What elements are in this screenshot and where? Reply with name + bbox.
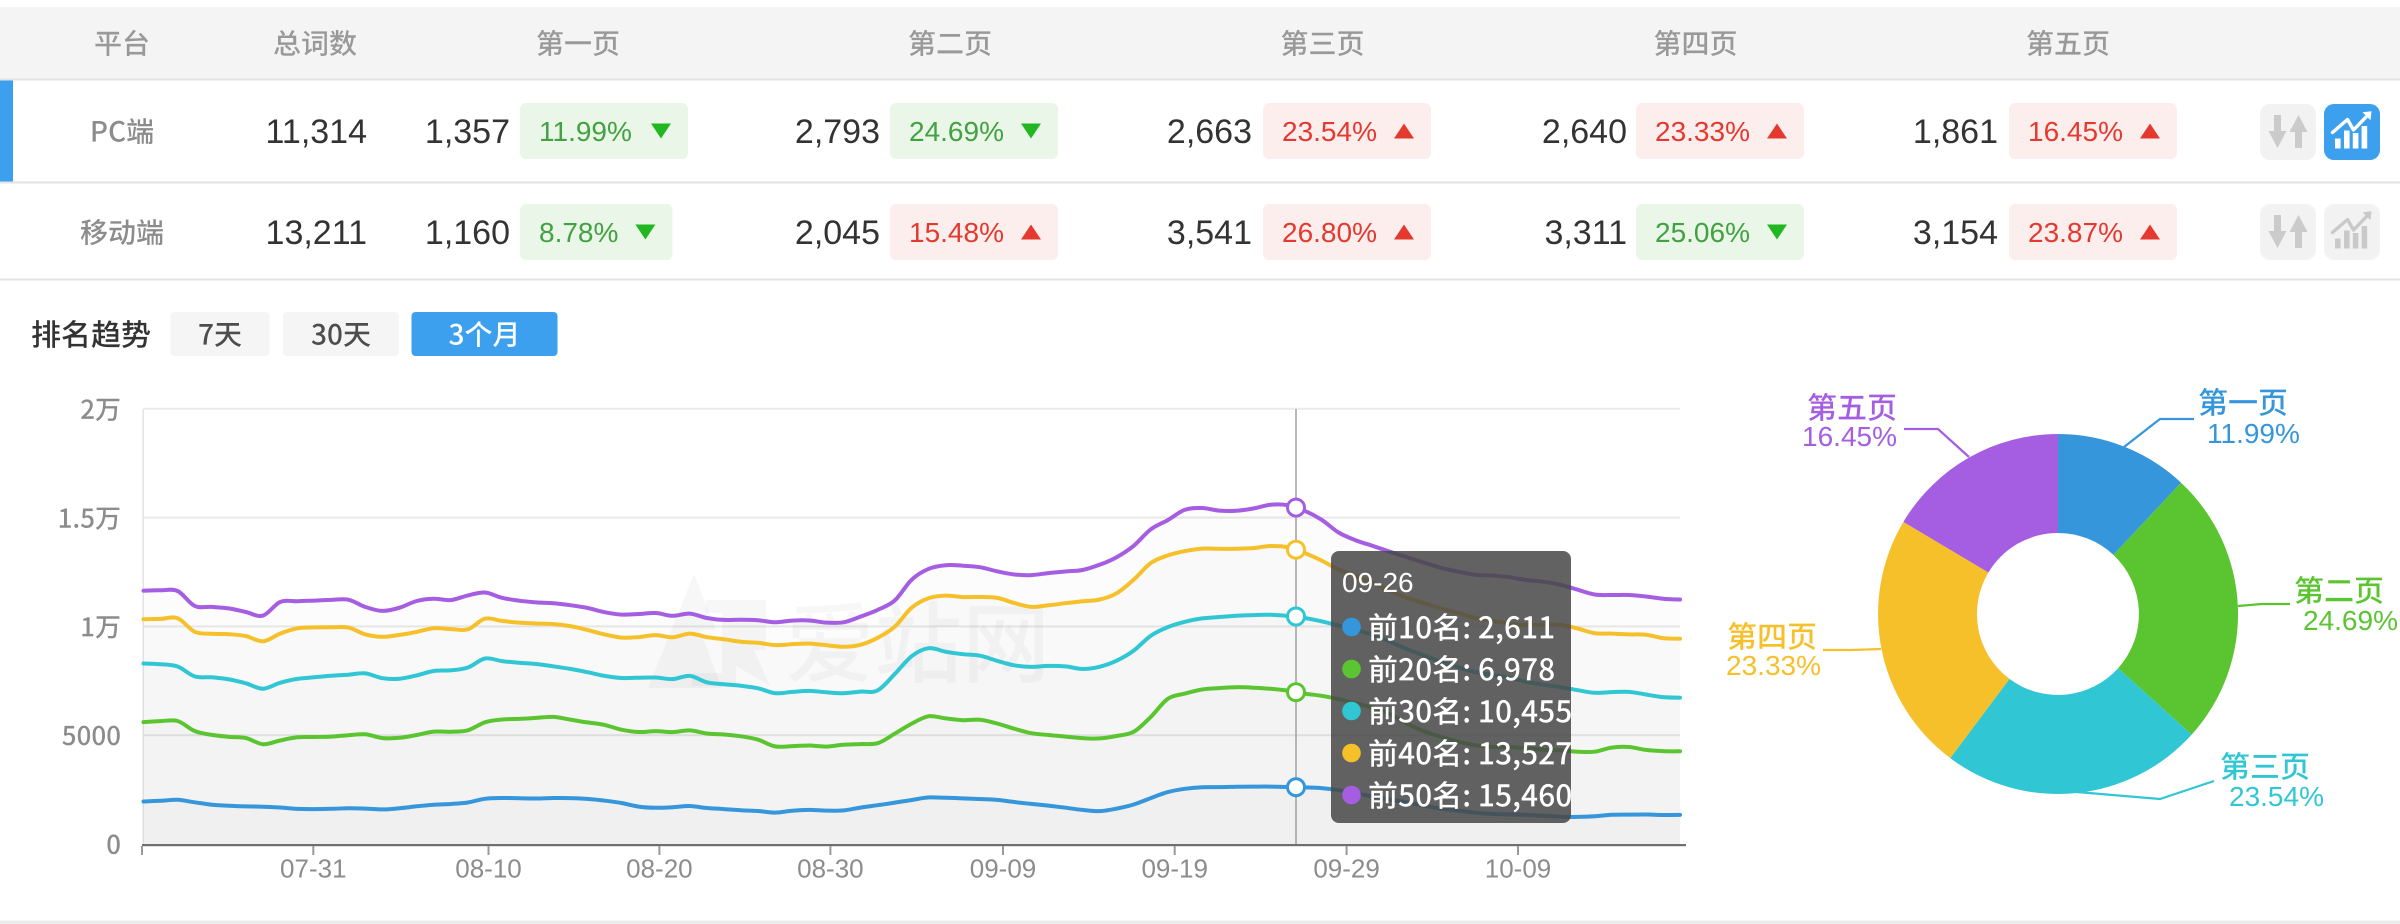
svg-text:09-19: 09-19 [1141,853,1208,883]
svg-text:23.54%: 23.54% [1282,116,1377,147]
svg-text:16.45%: 16.45% [2028,116,2123,147]
svg-text:3,541: 3,541 [1167,214,1252,252]
svg-text:13,211: 13,211 [266,214,367,252]
svg-text:08-10: 08-10 [455,853,522,883]
svg-text:11.99%: 11.99% [2207,418,2300,449]
svg-text:23.54%: 23.54% [2229,781,2324,812]
svg-text:10-09: 10-09 [1485,853,1552,883]
svg-text:09-09: 09-09 [970,853,1037,883]
svg-text:23.33%: 23.33% [1655,116,1750,147]
svg-text:11,314: 11,314 [266,113,367,151]
svg-text:3,154: 3,154 [1913,214,1998,252]
svg-text:2,640: 2,640 [1542,113,1627,151]
svg-text:25.06%: 25.06% [1655,217,1750,248]
svg-text:09-26: 09-26 [1342,567,1414,598]
svg-text:2,663: 2,663 [1167,113,1252,151]
svg-text:08-20: 08-20 [626,853,693,883]
svg-text:1,861: 1,861 [1913,113,1998,151]
svg-text:07-31: 07-31 [280,853,347,883]
svg-text:11.99%: 11.99% [539,116,632,147]
svg-text:16.45%: 16.45% [1802,421,1897,452]
svg-text:24.69%: 24.69% [909,116,1004,147]
svg-text:23.33%: 23.33% [1726,650,1821,681]
svg-text:3,311: 3,311 [1544,214,1627,252]
svg-text:26.80%: 26.80% [1282,217,1377,248]
svg-text:8.78%: 8.78% [539,217,618,248]
svg-text:09-29: 09-29 [1313,853,1380,883]
svg-text:24.69%: 24.69% [2303,605,2398,636]
svg-text:1,357: 1,357 [425,113,510,151]
svg-text:1,160: 1,160 [425,214,510,252]
svg-text:08-30: 08-30 [797,853,864,883]
svg-text:23.87%: 23.87% [2028,217,2123,248]
svg-text:2,793: 2,793 [795,113,880,151]
svg-text:15.48%: 15.48% [909,217,1004,248]
svg-text:2,045: 2,045 [795,214,880,252]
